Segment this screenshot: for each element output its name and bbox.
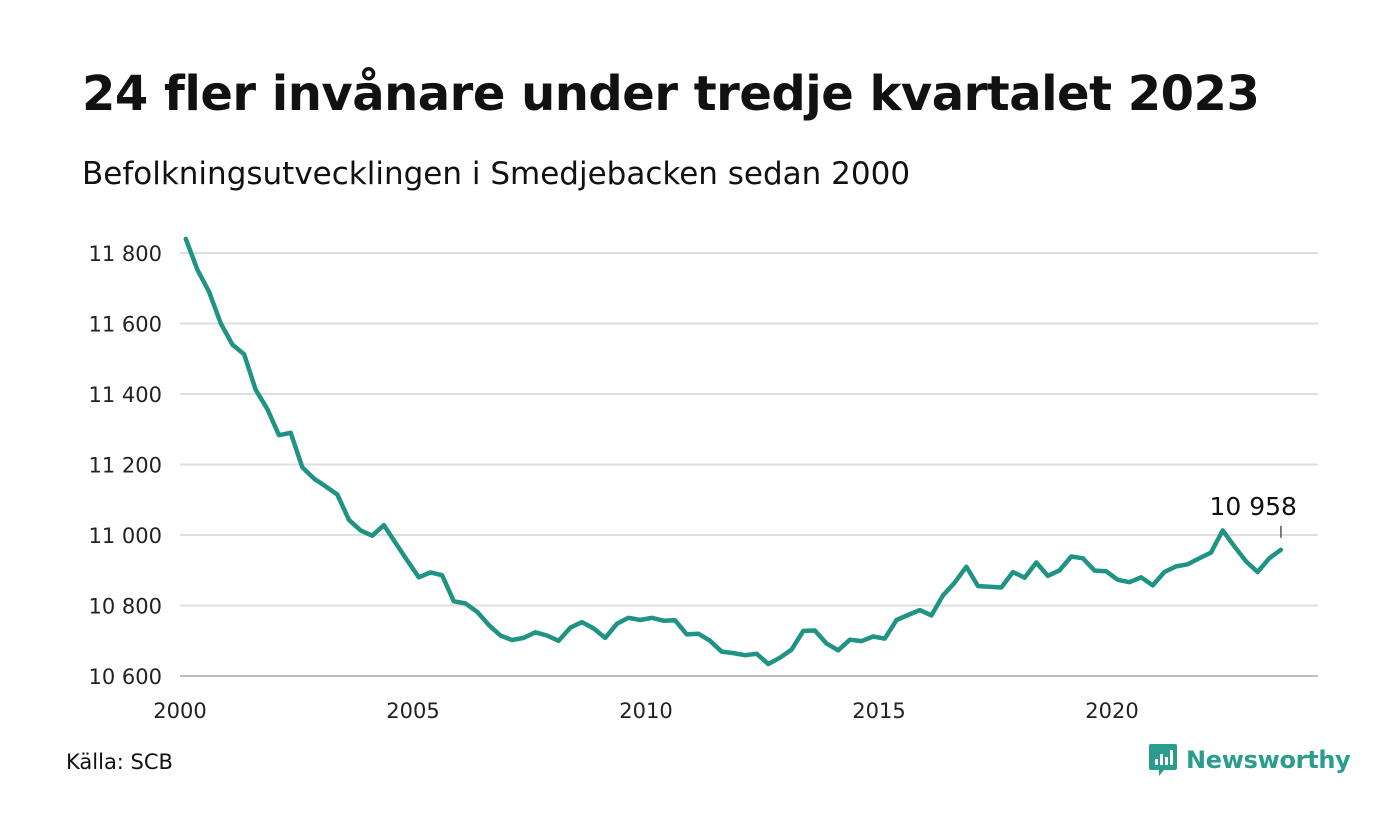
y-tick-label: 11 200 [89,454,162,478]
x-tick-label: 2000 [153,699,206,723]
y-tick-label: 11 600 [89,313,162,337]
x-tick-label: 2010 [619,699,672,723]
newsworthy-logo-icon [1149,744,1177,776]
chart-subtitle: Befolkningsutvecklingen i Smedjebacken s… [82,156,911,192]
x-tick-label: 2015 [852,699,905,723]
x-tick-label: 2020 [1085,699,1138,723]
series-line [183,236,1284,667]
x-tick-label: 2005 [386,699,439,723]
chart-title: 24 fler invånare under tredje kvartalet … [82,66,1260,122]
y-tick-label: 11 000 [89,524,162,548]
brand-name: Newsworthy [1186,746,1351,774]
y-tick-label: 11 400 [89,383,162,407]
y-tick-label: 11 800 [89,242,162,266]
y-tick-label: 10 600 [89,665,162,689]
brand-logo: Newsworthy [1148,742,1351,778]
last-value-label: 10 958 [1209,492,1296,521]
source-note: Källa: SCB [66,750,173,774]
y-tick-label: 10 800 [89,595,162,619]
